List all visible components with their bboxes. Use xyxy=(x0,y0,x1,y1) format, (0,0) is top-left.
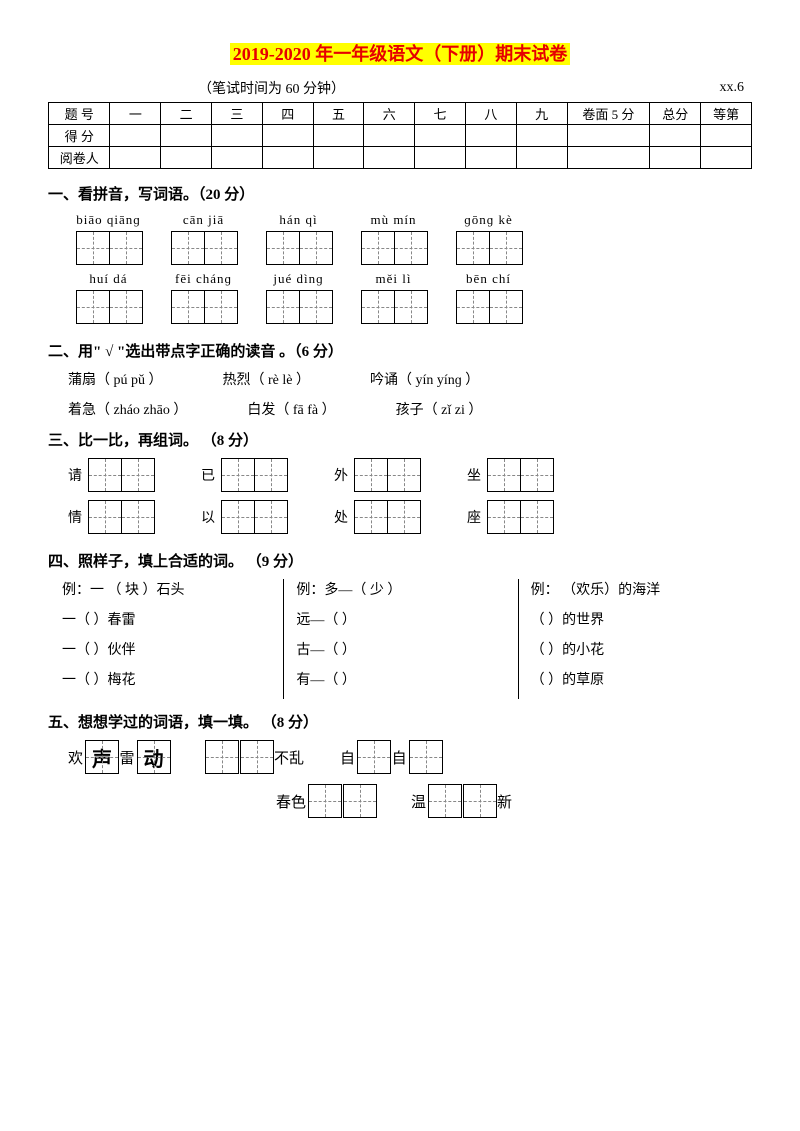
q5-row1: 欢 声 雷 动 不乱 自 自 xyxy=(68,740,752,774)
tianzige-box[interactable] xyxy=(487,500,521,534)
tianzige-box[interactable] xyxy=(221,500,255,534)
q3-row1: 请 已 外 坐 xyxy=(68,458,752,492)
tianzige-box[interactable] xyxy=(299,231,333,265)
q2-row1: 蒲扇（ pú pǔ ） 热烈（ rè lè ） 吟诵（ yín yínɡ ） xyxy=(68,369,752,389)
tianzige-box: 动 xyxy=(137,740,171,774)
tianzige-box[interactable] xyxy=(354,458,388,492)
tianzige-box[interactable] xyxy=(266,231,300,265)
tianzige-box[interactable] xyxy=(520,500,554,534)
tianzige-box[interactable] xyxy=(266,290,300,324)
tianzige-box[interactable] xyxy=(456,290,490,324)
exam-duration: （笔试时间为 60 分钟） xyxy=(198,78,345,98)
tianzige-box[interactable] xyxy=(204,290,238,324)
tianzige-box[interactable] xyxy=(487,458,521,492)
tianzige-box[interactable] xyxy=(254,458,288,492)
tianzige-box[interactable] xyxy=(463,784,497,818)
tianzige-box[interactable] xyxy=(354,500,388,534)
q4-columns: 例：一 （ 块 ）石头 一（ ）春雷 一（ ）伙伴 一（ ）梅花 例：多—（ 少… xyxy=(50,579,752,699)
q2-title: 二、用" √ "选出带点字正确的读音 。（6 分） xyxy=(48,340,752,361)
tianzige-box[interactable] xyxy=(204,231,238,265)
tianzige-box[interactable] xyxy=(394,231,428,265)
q1-title: 一、看拼音，写词语。（20 分） xyxy=(48,183,752,204)
tianzige-box[interactable] xyxy=(394,290,428,324)
tianzige-box[interactable] xyxy=(205,740,239,774)
tianzige-box[interactable] xyxy=(109,290,143,324)
tianzige-box[interactable] xyxy=(240,740,274,774)
tianzige-box[interactable] xyxy=(387,500,421,534)
tianzige-box[interactable] xyxy=(221,458,255,492)
exam-date: xx.6 xyxy=(720,80,745,96)
table-row: 阅卷人 xyxy=(49,147,752,169)
tianzige-box[interactable] xyxy=(171,290,205,324)
tianzige-box[interactable] xyxy=(428,784,462,818)
q5-title: 五、想想学过的词语，填一填。 （8 分） xyxy=(48,711,752,732)
score-table: 题 号 一 二 三 四 五 六 七 八 九 卷面 5 分 总分 等第 得 分 阅… xyxy=(48,102,752,169)
tianzige-box[interactable] xyxy=(489,290,523,324)
tianzige-box[interactable] xyxy=(171,231,205,265)
tianzige-box[interactable] xyxy=(88,500,122,534)
q3-row2: 情 以 处 座 xyxy=(68,500,752,534)
q5-row2: 春色 温 新 xyxy=(276,784,752,818)
tianzige-box[interactable] xyxy=(361,290,395,324)
subtitle-row: （笔试时间为 60 分钟） xx.6 xyxy=(48,78,752,98)
q2-row2: 着急（ zháo zhāo ） 白发（ fā fà ） 孩子（ zǐ zi ） xyxy=(68,399,752,419)
tianzige-box[interactable] xyxy=(357,740,391,774)
tianzige-box[interactable] xyxy=(387,458,421,492)
q4-title: 四、照样子，填上合适的词。 （9 分） xyxy=(48,550,752,571)
tianzige-box[interactable] xyxy=(308,784,342,818)
q1-row1: biāo qiānɡ cān jiā hán qì mù mín ɡōnɡ kè xyxy=(76,212,752,265)
tianzige-box[interactable] xyxy=(121,500,155,534)
q1-row2: huí dá fēi chánɡ jué dìnɡ měi lì bēn chí xyxy=(76,271,752,324)
table-row: 得 分 xyxy=(49,125,752,147)
tianzige-box[interactable] xyxy=(343,784,377,818)
tianzige-box: 声 xyxy=(85,740,119,774)
tianzige-box[interactable] xyxy=(361,231,395,265)
tianzige-box[interactable] xyxy=(520,458,554,492)
tianzige-box[interactable] xyxy=(409,740,443,774)
tianzige-box[interactable] xyxy=(109,231,143,265)
tianzige-box[interactable] xyxy=(88,458,122,492)
q3-title: 三、比一比，再组词。 （8 分） xyxy=(48,429,752,450)
row-header: 题 号 xyxy=(49,103,110,125)
tianzige-box[interactable] xyxy=(254,500,288,534)
tianzige-box[interactable] xyxy=(299,290,333,324)
tianzige-box[interactable] xyxy=(76,231,110,265)
tianzige-box[interactable] xyxy=(121,458,155,492)
tianzige-box[interactable] xyxy=(456,231,490,265)
tianzige-box[interactable] xyxy=(76,290,110,324)
page-title: 2019-2020 年一年级语文（下册）期末试卷 xyxy=(48,40,752,66)
tianzige-box[interactable] xyxy=(489,231,523,265)
table-row: 题 号 一 二 三 四 五 六 七 八 九 卷面 5 分 总分 等第 xyxy=(49,103,752,125)
